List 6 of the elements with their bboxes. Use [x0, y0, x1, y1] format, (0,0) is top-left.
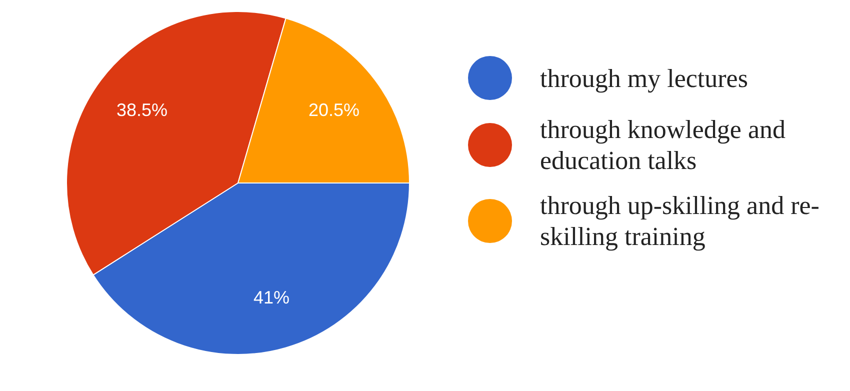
legend-label: through knowledge and education talks — [540, 114, 787, 176]
legend-label: through my lectures — [540, 62, 749, 94]
data-label: 38.5% — [116, 100, 168, 120]
data-label: 41% — [253, 287, 290, 308]
data-label: 20.5% — [308, 100, 360, 120]
legend-label: through up-skilling and re-skilling training — [540, 190, 820, 252]
